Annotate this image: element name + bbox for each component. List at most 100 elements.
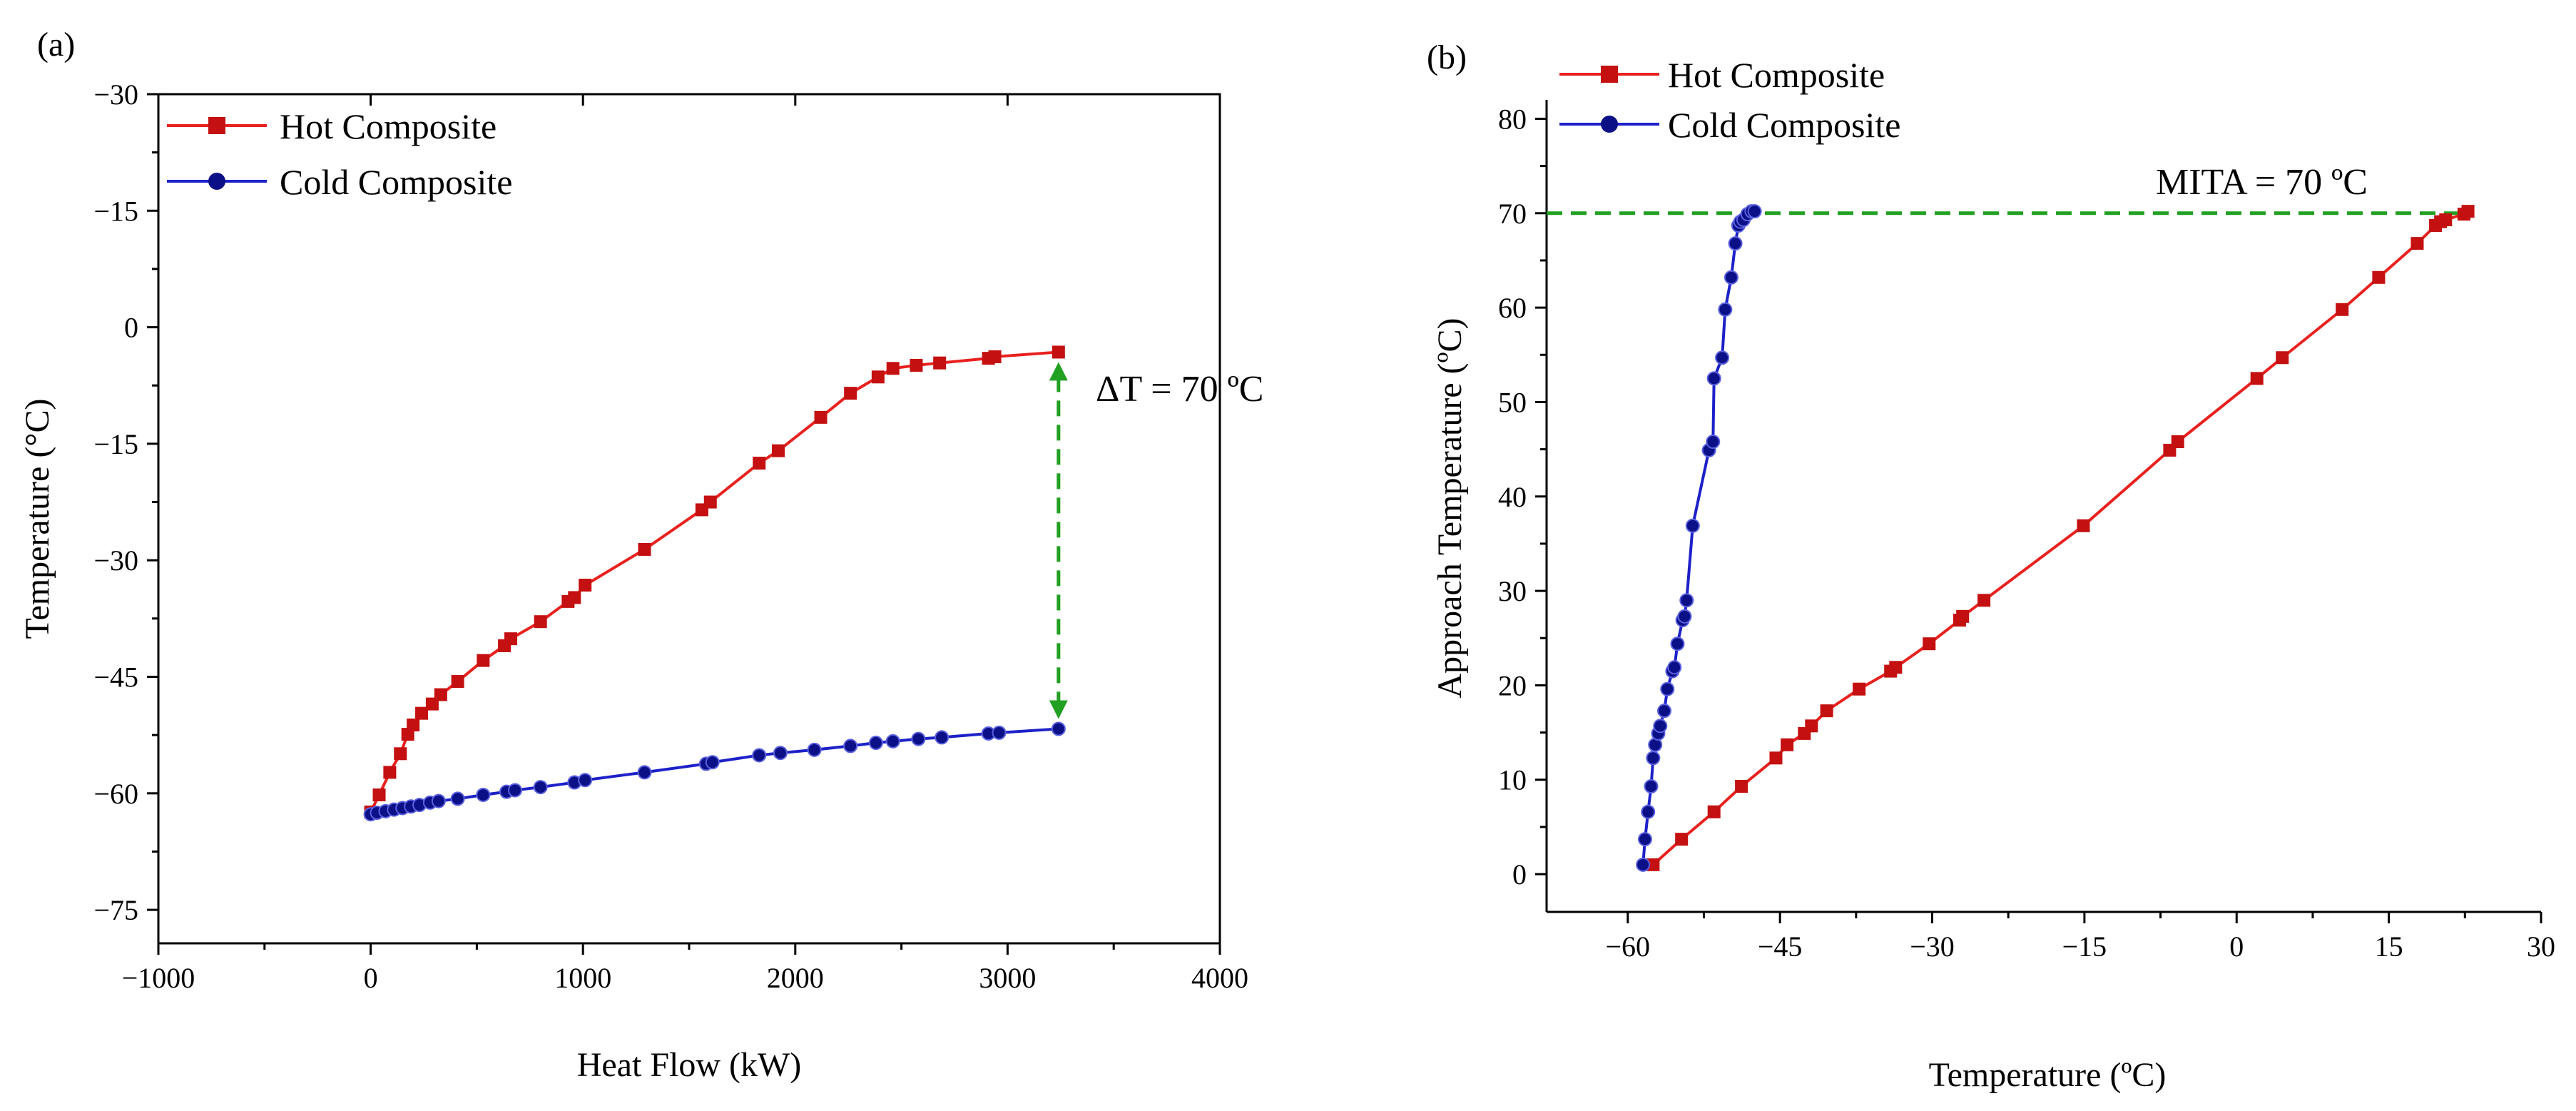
- data-point-cold: [1660, 681, 1675, 696]
- data-point-hot: [2336, 303, 2349, 316]
- data-point-hot: [579, 579, 592, 592]
- data-point-hot: [1052, 345, 1065, 359]
- data-point-hot: [415, 706, 429, 720]
- data-point-cold: [992, 725, 1007, 740]
- data-point-hot: [933, 356, 947, 370]
- data-point-cold: [843, 739, 858, 754]
- panel-a-x-axis-label: Heat Flow (kW): [577, 1046, 802, 1084]
- data-point-hot: [753, 457, 766, 470]
- data-point-cold: [868, 736, 883, 751]
- data-point-hot: [1923, 637, 1936, 651]
- data-point-cold: [885, 734, 900, 749]
- data-point-hot: [910, 358, 923, 372]
- data-point-cold: [1718, 302, 1733, 317]
- y-tick-label: −45: [93, 661, 138, 694]
- legend-hot-label: Hot Composite: [280, 106, 497, 146]
- data-point-cold: [1685, 518, 1700, 533]
- data-point-cold: [1679, 593, 1694, 608]
- data-point-cold: [1728, 236, 1743, 251]
- x-tick-label: 3000: [979, 962, 1036, 994]
- x-tick-label: 30: [2527, 930, 2555, 963]
- data-point-hot: [451, 675, 464, 689]
- panel-label-b: (b): [1427, 39, 1467, 76]
- series-line-cold: [370, 727, 1059, 816]
- data-point-hot: [2077, 519, 2090, 532]
- data-point-hot: [383, 766, 397, 779]
- data-point-cold: [1636, 857, 1651, 872]
- y-tick-label: −15: [93, 428, 138, 460]
- data-point-hot: [1805, 719, 1818, 733]
- y-tick-label: −60: [93, 778, 138, 810]
- data-point-hot: [2410, 237, 2424, 250]
- data-point-hot: [1977, 594, 1991, 607]
- data-point-cold: [637, 765, 652, 780]
- data-point-hot: [1707, 805, 1721, 818]
- panel-b-legend: Hot Composite Cold Composite: [1559, 55, 1900, 145]
- y-tick-label: 30: [1498, 575, 1527, 607]
- data-point-cold: [1715, 350, 1730, 365]
- data-point-cold: [450, 791, 465, 806]
- data-point-hot: [2439, 213, 2453, 227]
- chart-panel-b: (b) −60 −45 −30 −15 0 15 30 0 10 20 30 40 50 60 70 80 M…: [1427, 39, 2555, 1094]
- data-point-hot: [703, 495, 717, 509]
- delta-t-arrow-head-bottom: [1049, 700, 1068, 719]
- panel-b-y-axis-label: Approach Temperature (ºC): [1431, 318, 1469, 698]
- data-point-cold: [911, 731, 926, 746]
- panel-a-y-axis-label: Temperature (°C): [19, 398, 56, 639]
- y-tick-label: 50: [1498, 386, 1527, 418]
- data-point-hot: [1769, 751, 1783, 765]
- data-point-hot: [1820, 704, 1833, 718]
- legend-b-cold-marker: [1601, 116, 1618, 133]
- data-point-cold: [1657, 704, 1672, 719]
- y-tick-label: 40: [1498, 481, 1527, 513]
- data-point-cold: [1677, 609, 1692, 624]
- panel-a-ticks: −1000 0 1000 2000 3000 4000 −30 −15 0 −15 −30 −45 −6…: [93, 78, 1248, 994]
- data-point-hot: [1735, 780, 1748, 793]
- panel-a-legend: Hot Composite Cold Composite: [167, 106, 512, 202]
- delta-t-arrow-head-top: [1049, 362, 1068, 381]
- y-tick-label: 0: [1512, 858, 1527, 891]
- x-tick-label: −60: [1606, 930, 1651, 963]
- data-point-hot: [477, 654, 490, 667]
- data-point-hot: [1956, 609, 1970, 623]
- data-point-hot: [1781, 738, 1794, 751]
- data-point-cold: [1724, 270, 1738, 285]
- data-point-hot: [534, 615, 547, 629]
- panel-a-series: [363, 345, 1066, 822]
- data-point-hot: [886, 362, 900, 375]
- data-point-cold: [752, 748, 767, 763]
- y-tick-label: −75: [93, 894, 138, 926]
- data-point-hot: [394, 747, 407, 761]
- data-point-hot: [407, 718, 420, 731]
- x-tick-label: −15: [2062, 930, 2107, 963]
- chart-panel-a: (a) −1000 0 1000 2000 3000 4000−30−150−15−30−…: [19, 26, 1263, 1084]
- data-point-cold: [578, 773, 593, 788]
- data-point-cold: [431, 793, 446, 808]
- data-point-hot: [871, 370, 885, 384]
- delta-t-annotation: ΔT = 70 ºC: [1096, 369, 1263, 410]
- y-tick-label: 10: [1498, 764, 1527, 796]
- data-point-hot: [1853, 682, 1866, 696]
- panel-label-a: (a): [37, 26, 75, 64]
- data-point-cold: [1641, 804, 1656, 819]
- data-point-cold: [1706, 371, 1721, 386]
- legend-cold-marker: [208, 173, 225, 190]
- y-tick-label: 20: [1498, 669, 1527, 701]
- data-point-cold: [807, 742, 822, 757]
- x-tick-label: 0: [2229, 930, 2244, 963]
- data-point-hot: [372, 788, 386, 801]
- legend-b-cold-label: Cold Composite: [1668, 105, 1900, 145]
- data-point-cold: [1653, 719, 1668, 734]
- data-point-cold: [533, 780, 548, 795]
- data-point-cold: [1667, 660, 1682, 675]
- data-point-hot: [638, 542, 651, 556]
- data-point-cold: [1670, 636, 1685, 651]
- data-point-cold: [1646, 751, 1661, 766]
- mita-annotation: MITA = 70 ºC: [2156, 162, 2368, 203]
- data-point-cold: [1747, 204, 1762, 219]
- data-point-cold: [507, 783, 522, 798]
- y-tick-label: −30: [93, 78, 138, 111]
- data-point-hot: [988, 350, 1002, 363]
- data-point-hot: [1889, 661, 1903, 674]
